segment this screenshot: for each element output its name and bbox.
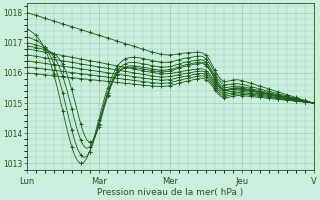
X-axis label: Pression niveau de la mer( hPa ): Pression niveau de la mer( hPa ) [97, 188, 244, 197]
